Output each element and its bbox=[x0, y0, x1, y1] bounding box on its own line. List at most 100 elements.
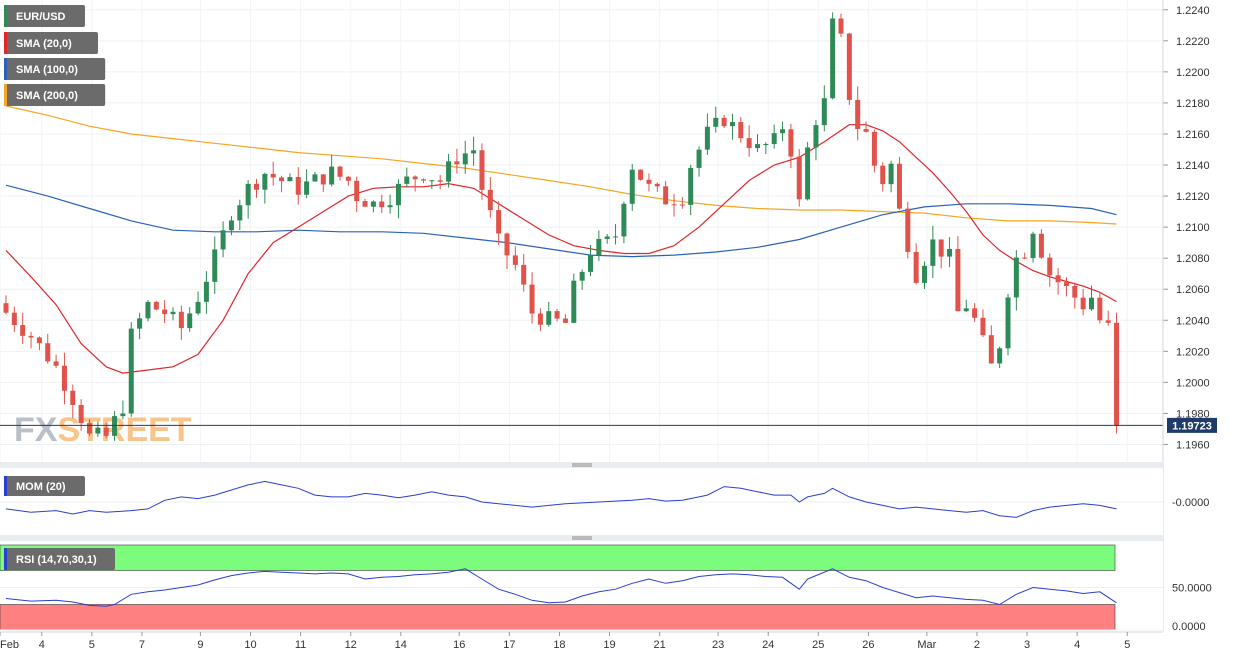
legend-symbol-swatch bbox=[4, 5, 7, 27]
price-tick-label: 1.2200 bbox=[1176, 67, 1210, 79]
candle bbox=[145, 299, 151, 322]
candle bbox=[780, 121, 786, 142]
candle bbox=[354, 176, 360, 213]
candle bbox=[729, 113, 735, 140]
main-panel-bg bbox=[0, 0, 1163, 462]
candle bbox=[796, 149, 802, 207]
candle bbox=[412, 175, 418, 192]
mom-legend-swatch bbox=[4, 476, 7, 496]
candle bbox=[654, 182, 660, 192]
x-tick-label: 26 bbox=[862, 639, 874, 651]
candle bbox=[295, 167, 301, 205]
sma20-line bbox=[5, 124, 1117, 374]
x-tick-label: 10 bbox=[244, 639, 256, 651]
price-tick-label: 1.2040 bbox=[1176, 315, 1210, 327]
candle bbox=[53, 354, 59, 369]
candle bbox=[880, 162, 886, 192]
x-tick-label: 9 bbox=[197, 639, 203, 651]
candle bbox=[838, 13, 844, 38]
price-tick-label: 1.2140 bbox=[1176, 160, 1210, 172]
candle bbox=[638, 169, 644, 181]
panel-splitter-1[interactable] bbox=[0, 462, 1163, 468]
x-tick-label: 25 bbox=[812, 639, 824, 651]
mom-legend-label: MOM (20) bbox=[16, 481, 66, 493]
candle bbox=[170, 307, 176, 321]
candle bbox=[487, 177, 493, 218]
candle bbox=[588, 245, 593, 277]
candle bbox=[1089, 285, 1094, 311]
candle bbox=[679, 197, 685, 209]
candle bbox=[562, 314, 568, 324]
candle bbox=[738, 117, 744, 143]
candle bbox=[237, 199, 243, 231]
candle bbox=[972, 303, 978, 323]
splitter-grip-1[interactable] bbox=[572, 463, 592, 467]
x-tick-label: 18 bbox=[553, 639, 565, 651]
candle bbox=[805, 142, 811, 201]
x-tick-label: 21 bbox=[654, 639, 666, 651]
candle bbox=[1047, 253, 1053, 287]
candle bbox=[429, 179, 435, 189]
candle bbox=[153, 300, 159, 311]
candle bbox=[905, 201, 911, 259]
price-tick-label: 1.2180 bbox=[1176, 98, 1210, 110]
candle bbox=[203, 271, 209, 314]
candle bbox=[95, 421, 101, 437]
candle bbox=[621, 201, 627, 244]
candle bbox=[112, 411, 118, 441]
candle bbox=[345, 175, 351, 186]
candle bbox=[504, 232, 510, 269]
candle bbox=[771, 124, 777, 149]
x-tick-label: 24 bbox=[762, 639, 774, 651]
candle bbox=[446, 153, 452, 188]
candle bbox=[70, 384, 76, 419]
rsi-legend-swatch bbox=[4, 548, 7, 570]
candle bbox=[279, 175, 285, 193]
candle bbox=[28, 331, 34, 349]
candle bbox=[45, 333, 51, 364]
candle bbox=[1114, 312, 1120, 434]
candle bbox=[788, 123, 794, 169]
price-tick-label: 1.2000 bbox=[1176, 377, 1210, 389]
x-tick-label: 7 bbox=[139, 639, 145, 651]
candle bbox=[604, 233, 610, 244]
last-price-value: 1.19723 bbox=[1172, 420, 1212, 432]
x-tick-label: 11 bbox=[295, 639, 306, 651]
last-price-tag: 1.19723 bbox=[1167, 417, 1217, 433]
candle bbox=[421, 178, 426, 184]
legend-item-label: SMA (100,0) bbox=[16, 64, 78, 76]
candle bbox=[1080, 289, 1086, 316]
candle bbox=[663, 180, 669, 205]
sma200-line bbox=[5, 105, 1117, 225]
candle bbox=[87, 419, 92, 436]
candle bbox=[337, 165, 343, 181]
candle bbox=[579, 269, 585, 290]
candle bbox=[3, 295, 9, 315]
x-tick-label: 4 bbox=[1074, 639, 1080, 651]
legend-item-label: SMA (20,0) bbox=[16, 38, 72, 50]
splitter-grip-2[interactable] bbox=[572, 536, 592, 540]
rsi-legend-label: RSI (14,70,30,1) bbox=[16, 554, 97, 566]
candle bbox=[888, 160, 894, 193]
last-price-tag-bg bbox=[1167, 417, 1217, 433]
candle bbox=[571, 273, 577, 324]
candle bbox=[228, 215, 234, 236]
rsi-line bbox=[5, 568, 1117, 607]
price-tick-label: 1.2160 bbox=[1176, 129, 1210, 141]
candle bbox=[613, 223, 619, 245]
candle bbox=[454, 148, 460, 174]
x-tick-label: 17 bbox=[503, 639, 515, 651]
candle bbox=[370, 200, 376, 213]
candle bbox=[930, 226, 936, 279]
rsi-series-line bbox=[5, 568, 1117, 607]
candle bbox=[521, 253, 527, 292]
mom-line bbox=[5, 480, 1117, 518]
candle bbox=[554, 308, 560, 322]
fxstreet-watermark: FXSTREET bbox=[14, 411, 192, 449]
candle bbox=[1072, 282, 1078, 309]
candle bbox=[387, 194, 393, 214]
x-tick-label: Mar bbox=[917, 639, 936, 651]
candle bbox=[287, 173, 293, 182]
panel-splitter-2[interactable] bbox=[0, 535, 1163, 541]
candle bbox=[813, 119, 819, 161]
